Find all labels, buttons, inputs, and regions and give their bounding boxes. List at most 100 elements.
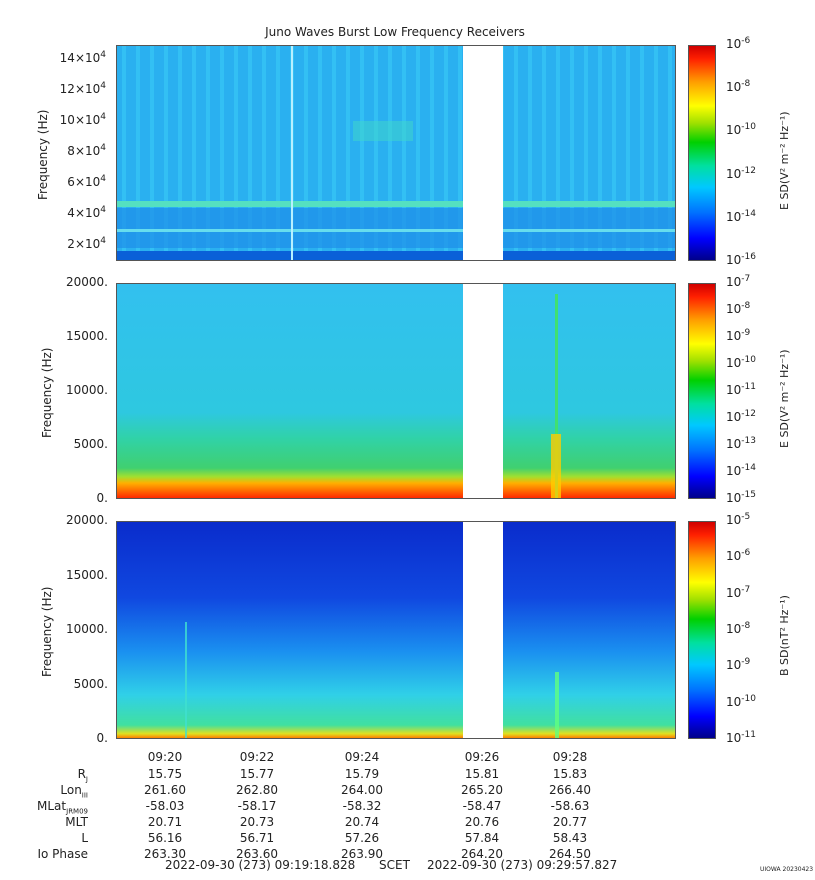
colorbar-tick-label: 10-8	[726, 621, 751, 636]
ephemeris-value: 263.30	[144, 847, 186, 861]
ephemeris-value: 20.73	[239, 815, 275, 829]
ephemeris-value: 56.71	[239, 831, 275, 845]
colorbar-tick-label: 10-9	[726, 328, 751, 343]
ephemeris-value: 262.80	[236, 783, 278, 797]
colorbar-b	[688, 521, 716, 739]
ephemeris-value: 263.90	[341, 847, 383, 861]
spectrogram-e-low	[117, 284, 675, 498]
ephemeris-value: -58.63	[550, 799, 590, 813]
x-tick-label: 09:24	[344, 750, 380, 764]
colorbar-tick-label: 10-13	[726, 436, 756, 451]
ephemeris-row-label: L	[81, 831, 88, 845]
colorbar-tick-label: 10-16	[726, 252, 756, 267]
ephemeris-value: 56.16	[147, 831, 183, 845]
colorbar-tick-label: 10-7	[726, 274, 751, 289]
ephemeris-value: 20.71	[147, 815, 183, 829]
ephemeris-row-label: RJ	[77, 767, 88, 784]
y-tick-label: 5000.	[73, 676, 108, 691]
ephemeris-value: 57.26	[344, 831, 380, 845]
chart-title: Juno Waves Burst Low Frequency Receivers	[265, 25, 525, 39]
colorbar-tick-label: 10-10	[726, 355, 756, 370]
y-tick-label: 20000.	[66, 275, 108, 289]
y-tick-label: 4×104	[67, 204, 106, 220]
ephemeris-value: 15.81	[464, 767, 500, 781]
ephemeris-value: 15.75	[147, 767, 183, 781]
y-tick-label: 10000.	[66, 383, 108, 397]
ephemeris-value: 263.60	[236, 847, 278, 861]
colorbar-e-high	[688, 45, 716, 261]
y-tick-label: 6×104	[67, 173, 106, 189]
colorbar-tick-label: 10-9	[726, 657, 751, 673]
data-gap	[463, 284, 503, 498]
ephemeris-value: 264.00	[341, 783, 383, 797]
spectrogram-e-high	[117, 46, 675, 260]
ephemeris-value: 261.60	[144, 783, 186, 797]
colorbar-e-low	[688, 283, 716, 499]
y-tick-label: 20000.	[66, 513, 108, 527]
ephemeris-value: 15.79	[344, 767, 380, 781]
ephemeris-row-label: LonIII	[60, 783, 88, 800]
colorbar-tick-label: 10-10	[726, 122, 756, 138]
y-tick-label: 2×104	[67, 235, 106, 251]
colorbar-tick-label: 10-12	[726, 165, 756, 181]
colorbar-tick-label: 10-8	[726, 79, 751, 95]
x-tick-label: 09:22	[239, 750, 275, 764]
colorbar-label-e-high: E SD(V² m⁻² Hz⁻¹)	[778, 111, 791, 210]
spectrogram-panel-e-low	[116, 283, 676, 499]
ephemeris-row-label: MLT	[65, 815, 88, 829]
y-tick-label: 15000.	[66, 329, 108, 343]
ephemeris-value: 264.20	[461, 847, 503, 861]
ephemeris-value: 264.50	[549, 847, 591, 861]
y-tick-label: 14×104	[59, 50, 106, 66]
spectrogram-panel-b	[116, 521, 676, 739]
ephemeris-value: 20.77	[552, 815, 588, 829]
colorbar-tick-label: 10-6	[726, 548, 751, 564]
scet-label: SCET	[379, 858, 410, 872]
ephemeris-value: 57.84	[464, 831, 500, 845]
ephemeris-value: 20.76	[464, 815, 500, 829]
x-tick-label: 09:26	[464, 750, 500, 764]
colorbar-label-b: B SD(nT² Hz⁻¹)	[778, 595, 791, 676]
ephemeris-value: 15.83	[552, 767, 588, 781]
ephemeris-value: 265.20	[461, 783, 503, 797]
y-tick-label: 8×104	[67, 143, 106, 158]
ephemeris-row-label: MLatJRM09	[37, 799, 88, 816]
y-tick-label: 10000.	[66, 622, 108, 636]
y-tick-label: 5000.	[73, 437, 108, 451]
y-tick-label: 12×104	[59, 81, 106, 97]
colorbar-tick-label: 10-11	[726, 382, 756, 397]
ephemeris-value: -58.47	[462, 799, 502, 813]
colorbar-tick-label: 10-8	[726, 301, 751, 316]
ephemeris-row-label: Io Phase	[37, 847, 88, 861]
colorbar-tick-label: 10-14	[726, 208, 756, 224]
y-tick-label: 0.	[96, 731, 108, 745]
colorbar-tick-label: 10-14	[726, 463, 756, 478]
ephemeris-value: -58.03	[145, 799, 185, 813]
y-tick-label: 15000.	[66, 567, 108, 582]
spectrogram-b	[117, 522, 675, 738]
start-time: 2022-09-30 (273) 09:19:18.828	[165, 858, 356, 872]
ephemeris-value: -58.17	[237, 799, 277, 813]
ephemeris-value: 266.40	[549, 783, 591, 797]
end-time: 2022-09-30 (273) 09:29:57.827	[427, 858, 618, 872]
data-gap	[463, 522, 503, 738]
ephemeris-value: 20.74	[344, 815, 380, 829]
ephemeris-value: -58.32	[342, 799, 382, 813]
credit: UIOWA 20230423	[760, 866, 814, 873]
colorbar-tick-label: 10-5	[726, 512, 751, 527]
spectrogram-panel-e-high	[116, 45, 676, 261]
colorbar-tick-label: 10-10	[726, 693, 756, 709]
colorbar-tick-label: 10-11	[726, 730, 756, 745]
data-gap	[463, 46, 503, 260]
x-tick-label: 09:28	[552, 750, 588, 764]
ephemeris-value: 15.77	[239, 767, 275, 781]
x-tick-label: 09:20	[147, 750, 183, 764]
colorbar-tick-label: 10-15	[726, 490, 756, 505]
ephemeris-value: 58.43	[552, 831, 588, 845]
y-tick-label: 10×104	[59, 112, 106, 128]
colorbar-tick-label: 10-7	[726, 584, 751, 600]
y-tick-label: 0.	[96, 491, 108, 505]
colorbar-tick-label: 10-6	[726, 36, 751, 51]
colorbar-tick-label: 10-12	[726, 409, 756, 424]
colorbar-label-e-low: E SD(V² m⁻² Hz⁻¹)	[778, 349, 791, 448]
